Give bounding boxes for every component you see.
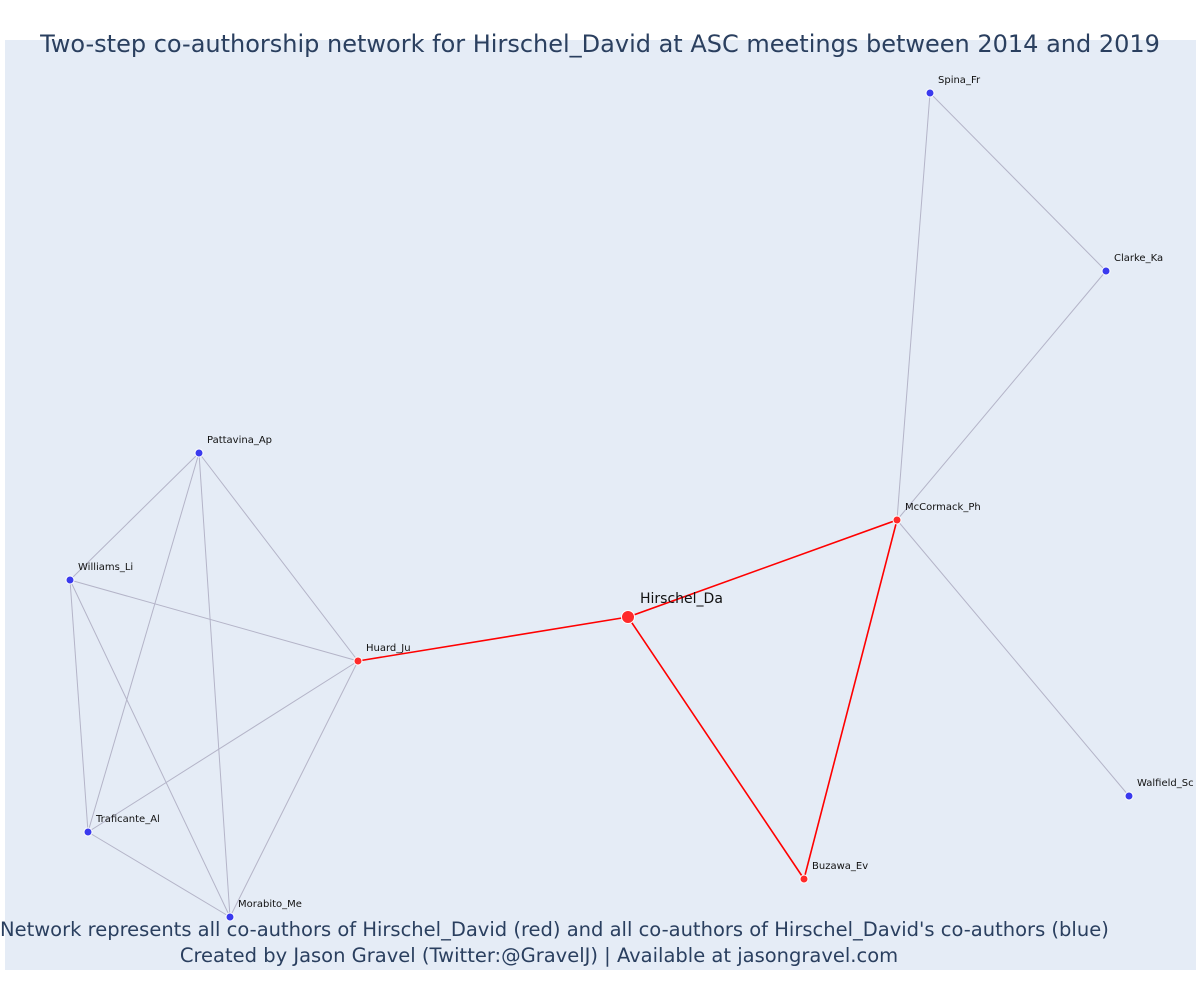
node-Huard_Ju[interactable] — [353, 656, 363, 666]
node-Spina_Fr[interactable] — [925, 88, 935, 98]
edge-Huard_Ju-Pattavina_Ap — [198, 452, 359, 662]
node-McCormack_Ph[interactable] — [892, 515, 902, 525]
edge-Pattavina_Ap-Morabito_Me — [198, 452, 231, 918]
node-label-Pattavina_Ap: Pattavina_Ap — [207, 435, 272, 446]
edge-Spina_Fr-Clarke_Ka — [929, 92, 1107, 272]
edge-McCormack_Ph-Walfield_Sc — [896, 519, 1130, 797]
node-label-Williams_Li: Williams_Li — [78, 562, 133, 573]
node-label-Morabito_Me: Morabito_Me — [238, 899, 302, 910]
edge-Hirschel_Da-Huard_Ju — [357, 616, 629, 662]
edge-McCormack_Ph-Clarke_Ka — [896, 270, 1107, 521]
node-label-Spina_Fr: Spina_Fr — [938, 75, 981, 86]
node-label-Traficante_Al: Traficante_Al — [95, 814, 160, 825]
edge-McCormack_Ph-Buzawa_Ev — [803, 519, 898, 880]
node-Traficante_Al[interactable] — [83, 827, 93, 837]
node-label-Clarke_Ka: Clarke_Ka — [1114, 253, 1163, 264]
edges-layer — [69, 92, 1130, 918]
edge-Traficante_Al-Morabito_Me — [87, 831, 231, 918]
edge-Huard_Ju-Williams_Li — [69, 579, 359, 662]
node-Buzawa_Ev[interactable] — [799, 874, 809, 884]
edge-Williams_Li-Traficante_Al — [69, 579, 89, 833]
node-Walfield_Sc[interactable] — [1124, 791, 1134, 801]
node-Morabito_Me[interactable] — [225, 912, 235, 922]
node-label-Buzawa_Ev: Buzawa_Ev — [812, 861, 868, 872]
plot-area — [5, 40, 1196, 970]
node-label-Walfield_Sc: Walfield_Sc — [1137, 778, 1194, 789]
edge-Pattavina_Ap-Traficante_Al — [87, 452, 200, 833]
caption-description: Network represents all co-authors of Hir… — [0, 918, 1109, 941]
nodes-layer — [65, 88, 1134, 922]
node-Williams_Li[interactable] — [65, 575, 75, 585]
labels-layer: Hirschel_Da Huard_Ju McCormack_Ph Buzawa_Ev… — [78, 75, 1194, 910]
node-Pattavina_Ap[interactable] — [194, 448, 204, 458]
node-Hirschel_Da[interactable] — [621, 610, 635, 624]
caption-credit: Created by Jason Gravel (Twitter:@Gravel… — [179, 944, 899, 967]
edge-Pattavina_Ap-Williams_Li — [69, 452, 200, 581]
edge-Huard_Ju-Morabito_Me — [229, 660, 359, 918]
edge-McCormack_Ph-Spina_Fr — [896, 92, 931, 521]
edge-Hirschel_Da-McCormack_Ph — [627, 519, 898, 618]
node-label-Huard_Ju: Huard_Ju — [366, 643, 411, 654]
node-Clarke_Ka[interactable] — [1101, 266, 1111, 276]
figure-title: Two-step co-authorship network for Hirsc… — [40, 30, 1160, 58]
node-label-Hirschel_Da: Hirschel_Da — [640, 591, 723, 607]
edge-Williams_Li-Morabito_Me — [69, 579, 231, 918]
edge-Huard_Ju-Traficante_Al — [87, 660, 359, 833]
edge-Hirschel_Da-Buzawa_Ev — [627, 616, 805, 880]
node-label-McCormack_Ph: McCormack_Ph — [905, 502, 981, 513]
